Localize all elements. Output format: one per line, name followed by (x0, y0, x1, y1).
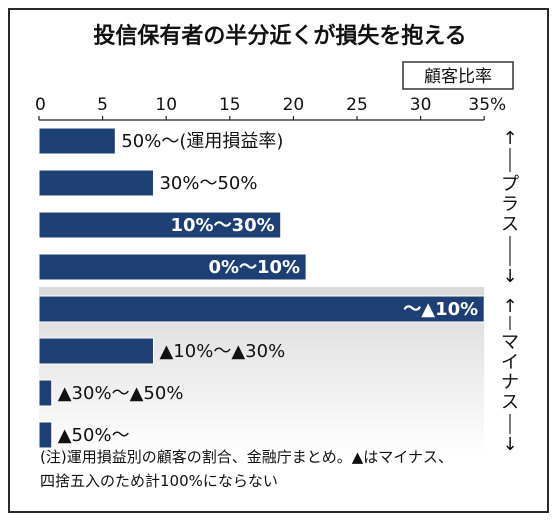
bar-label: ▲50%～ (58, 425, 130, 446)
bar (38, 337, 154, 365)
bar (38, 421, 53, 449)
note-line-1: (注)運用損益別の顧客の割合、金融庁まとめ。▲はマイナス、 (40, 448, 453, 466)
bar (38, 127, 116, 155)
x-tick-label: 5 (97, 95, 108, 115)
bar-chart: 投信保有者の半分近くが損失を抱える 顧客比率 0 5 10 15 20 25 30 35% 5… (35, 23, 519, 490)
x-tick-label: 25 (346, 95, 368, 115)
group-arrow-down: ↓ (502, 266, 517, 287)
bar-label: 0%～10% (208, 257, 300, 278)
x-tick-label: 30 (410, 95, 432, 115)
bar (38, 295, 485, 323)
group-arrow-up: ↑ (502, 296, 517, 317)
x-tick-label: 10 (155, 95, 177, 115)
bar-label: ▲30%～▲50% (58, 383, 184, 404)
unit-label: 顧客比率 (424, 67, 492, 87)
chart-frame: 投信保有者の半分近くが損失を抱える 顧客比率 0 5 10 15 20 25 30 35% 5… (8, 8, 549, 513)
bar-label: ～▲10% (403, 299, 478, 320)
bar (38, 253, 307, 281)
x-tick-label: 20 (283, 95, 305, 115)
note-line-2: 四捨五入のため計100%にならない (40, 472, 278, 490)
bars (38, 127, 485, 449)
group-annotations: ↑ ↓ プラス ↑ ↓ マイナス (501, 128, 519, 455)
bar (38, 211, 282, 239)
bar-labels: 50%～(運用損益率) 30%～50% 10%～30% 0%～10% ～▲10% ▲10%… (58, 131, 478, 446)
group-label: プラス (501, 174, 519, 235)
x-axis: 0 5 10 15 20 25 30 35% (35, 95, 506, 121)
bar-label: 10%～30% (171, 215, 275, 236)
bar-label: 50%～(運用損益率) (121, 131, 283, 152)
bar (38, 379, 53, 407)
bar (38, 169, 154, 197)
x-tick-label: 0 (35, 95, 46, 115)
group-arrow-up: ↑ (502, 128, 517, 149)
group-arrow-down: ↓ (502, 434, 517, 455)
chart-title: 投信保有者の半分近くが損失を抱える (93, 23, 466, 49)
x-tick-label: 15 (219, 95, 241, 115)
group-label: マイナス (501, 332, 519, 413)
unit-badge (402, 61, 514, 90)
x-tick-label: 35% (468, 95, 506, 115)
bar-label: ▲10%～▲30% (159, 341, 285, 362)
bar-label: 30%～50% (159, 173, 257, 194)
